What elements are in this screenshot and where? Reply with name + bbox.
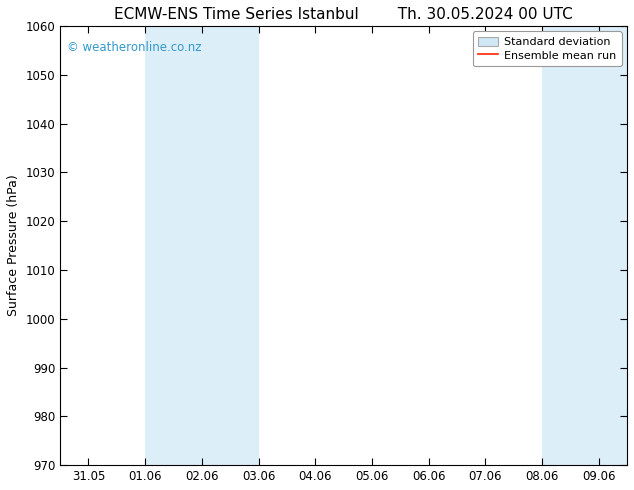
Title: ECMW-ENS Time Series Istanbul        Th. 30.05.2024 00 UTC: ECMW-ENS Time Series Istanbul Th. 30.05.… (114, 7, 573, 22)
Legend: Standard deviation, Ensemble mean run: Standard deviation, Ensemble mean run (472, 31, 621, 66)
Text: © weatheronline.co.nz: © weatheronline.co.nz (67, 41, 202, 54)
Bar (542, 26, 627, 465)
Bar (145, 26, 259, 465)
Y-axis label: Surface Pressure (hPa): Surface Pressure (hPa) (7, 174, 20, 317)
